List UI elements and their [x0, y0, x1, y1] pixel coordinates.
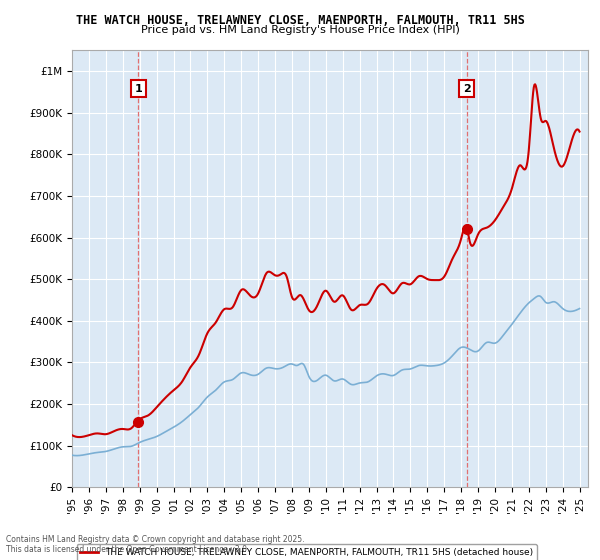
Text: THE WATCH HOUSE, TRELAWNEY CLOSE, MAENPORTH, FALMOUTH, TR11 5HS: THE WATCH HOUSE, TRELAWNEY CLOSE, MAENPO… — [76, 14, 524, 27]
Text: 1: 1 — [134, 83, 142, 94]
Text: Price paid vs. HM Land Registry's House Price Index (HPI): Price paid vs. HM Land Registry's House … — [140, 25, 460, 35]
Legend: THE WATCH HOUSE, TRELAWNEY CLOSE, MAENPORTH, FALMOUTH, TR11 5HS (detached house): THE WATCH HOUSE, TRELAWNEY CLOSE, MAENPO… — [77, 544, 537, 560]
Text: Contains HM Land Registry data © Crown copyright and database right 2025.
This d: Contains HM Land Registry data © Crown c… — [6, 535, 305, 554]
Text: 2: 2 — [463, 83, 470, 94]
